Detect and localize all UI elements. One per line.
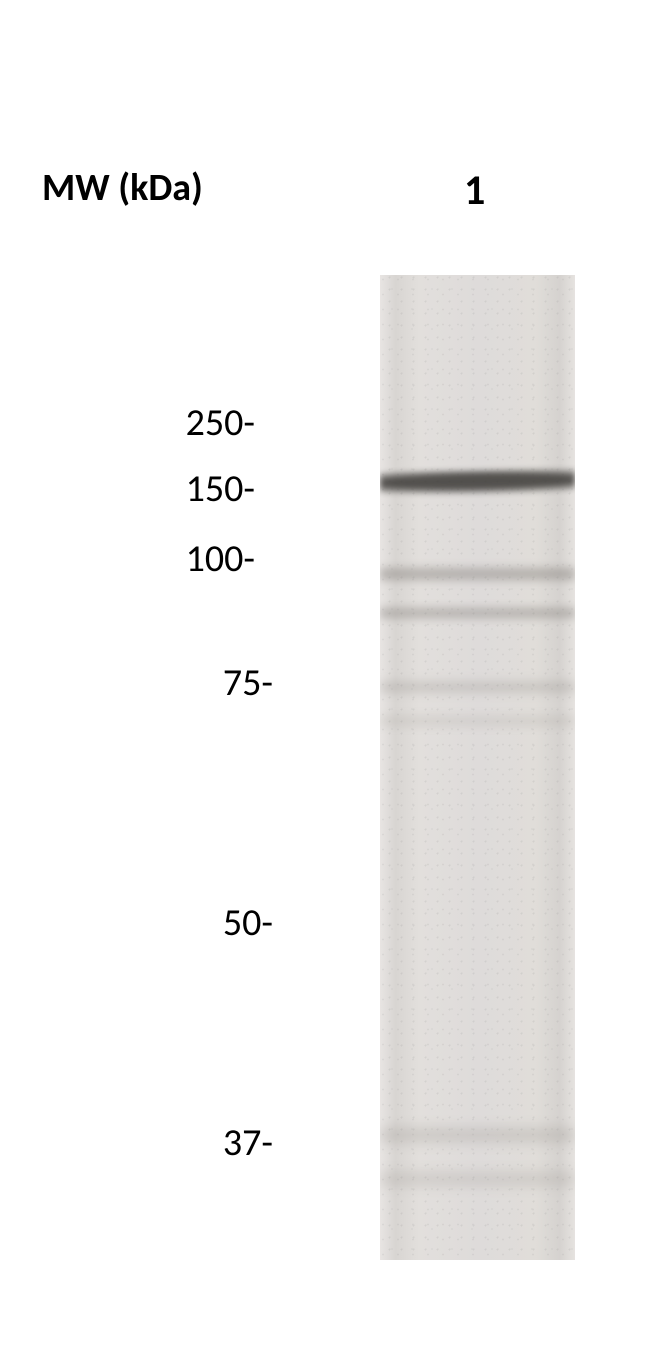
marker-100: 100- <box>135 536 255 582</box>
marker-50: 50- <box>153 900 273 946</box>
marker-150: 150- <box>135 466 255 512</box>
marker-37: 37- <box>153 1120 273 1166</box>
blot-figure-container: MW (kDa) 1 250- 150- 100- 75- 50- 37- <box>0 0 650 1351</box>
lane-number-label: 1 <box>464 165 485 216</box>
blot-band-4 <box>380 715 575 727</box>
western-blot-lane <box>380 275 575 1260</box>
marker-250: 250- <box>135 400 255 446</box>
mw-header-label: MW (kDa) <box>42 165 203 211</box>
blot-band-1 <box>380 565 575 583</box>
blot-band-3 <box>380 680 575 694</box>
blot-band-6 <box>380 1170 575 1188</box>
marker-75: 75- <box>153 660 273 706</box>
blot-noise-texture <box>380 275 575 1260</box>
blot-band-5 <box>380 1125 575 1145</box>
blot-band-2 <box>380 605 575 621</box>
